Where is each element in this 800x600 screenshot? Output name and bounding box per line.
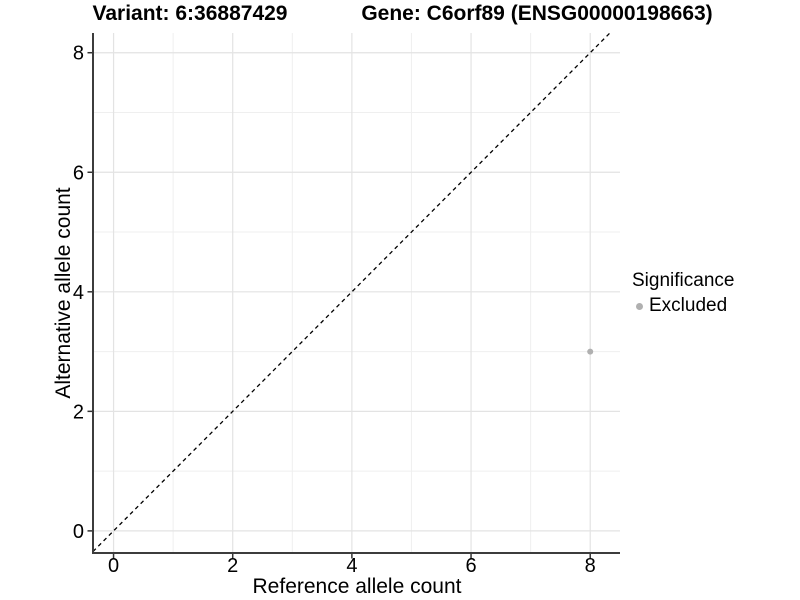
y-tick-label: 0 — [73, 521, 84, 543]
x-tick-label: 4 — [346, 555, 357, 577]
x-tick-label: 8 — [585, 555, 596, 577]
legend-item-label: Excluded — [649, 295, 728, 316]
x-tick-label: 0 — [108, 555, 119, 577]
variant-title: Variant: 6:36887429 — [92, 2, 288, 25]
legend: Significance Excluded — [632, 270, 734, 317]
legend-item-excluded: Excluded — [632, 295, 734, 317]
y-axis-title: Alternative allele count — [52, 187, 75, 399]
y-tick-label: 4 — [73, 282, 84, 304]
legend-title: Significance — [632, 270, 735, 291]
legend-point-icon — [636, 302, 643, 310]
y-tick-label: 8 — [73, 43, 84, 65]
y-tick-label: 6 — [73, 162, 84, 184]
identity-dashed-line — [92, 32, 611, 552]
x-tick-label: 6 — [465, 555, 476, 577]
x-axis-title: Reference allele count — [252, 575, 462, 598]
data-point — [587, 348, 594, 355]
gene-title: Gene: C6orf89 (ENSG00000198663) — [361, 2, 713, 25]
y-tick-label: 2 — [73, 401, 84, 423]
x-tick-label: 2 — [227, 555, 238, 577]
